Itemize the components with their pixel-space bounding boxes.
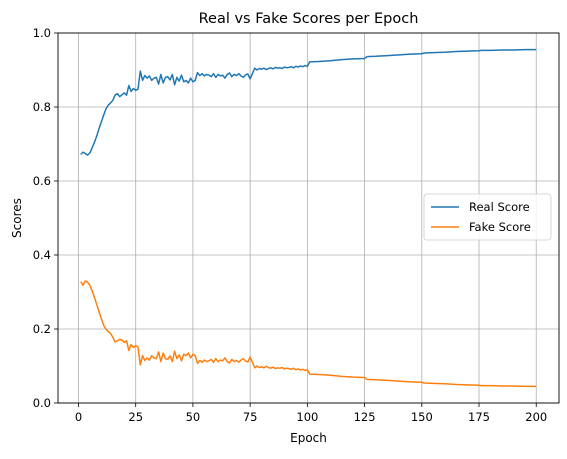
- y-tick-label: 0.2: [33, 322, 51, 336]
- legend-label: Fake Score: [469, 220, 531, 234]
- y-tick-label: 0.4: [33, 248, 51, 262]
- x-tick-label: 25: [128, 410, 143, 424]
- x-tick-label: 100: [296, 410, 318, 424]
- x-tick-label: 125: [354, 410, 376, 424]
- x-tick-label: 200: [525, 410, 547, 424]
- y-tick-label: 0.8: [33, 100, 51, 114]
- legend: Real Score Fake Score: [424, 194, 551, 240]
- y-axis-label: Scores: [10, 198, 24, 238]
- x-tick-label: 75: [243, 410, 258, 424]
- y-tick-label: 1.0: [33, 26, 51, 40]
- legend-label: Real Score: [469, 200, 530, 214]
- chart-title: Real vs Fake Scores per Epoch: [199, 11, 419, 27]
- x-tick-label: 0: [75, 410, 82, 424]
- x-tick-label: 175: [468, 410, 490, 424]
- y-tick-label: 0.0: [33, 396, 51, 410]
- x-tick-label: 50: [186, 410, 201, 424]
- x-axis-label: Epoch: [290, 431, 327, 445]
- y-tick-label: 0.6: [33, 174, 51, 188]
- x-tick-label: 150: [411, 410, 433, 424]
